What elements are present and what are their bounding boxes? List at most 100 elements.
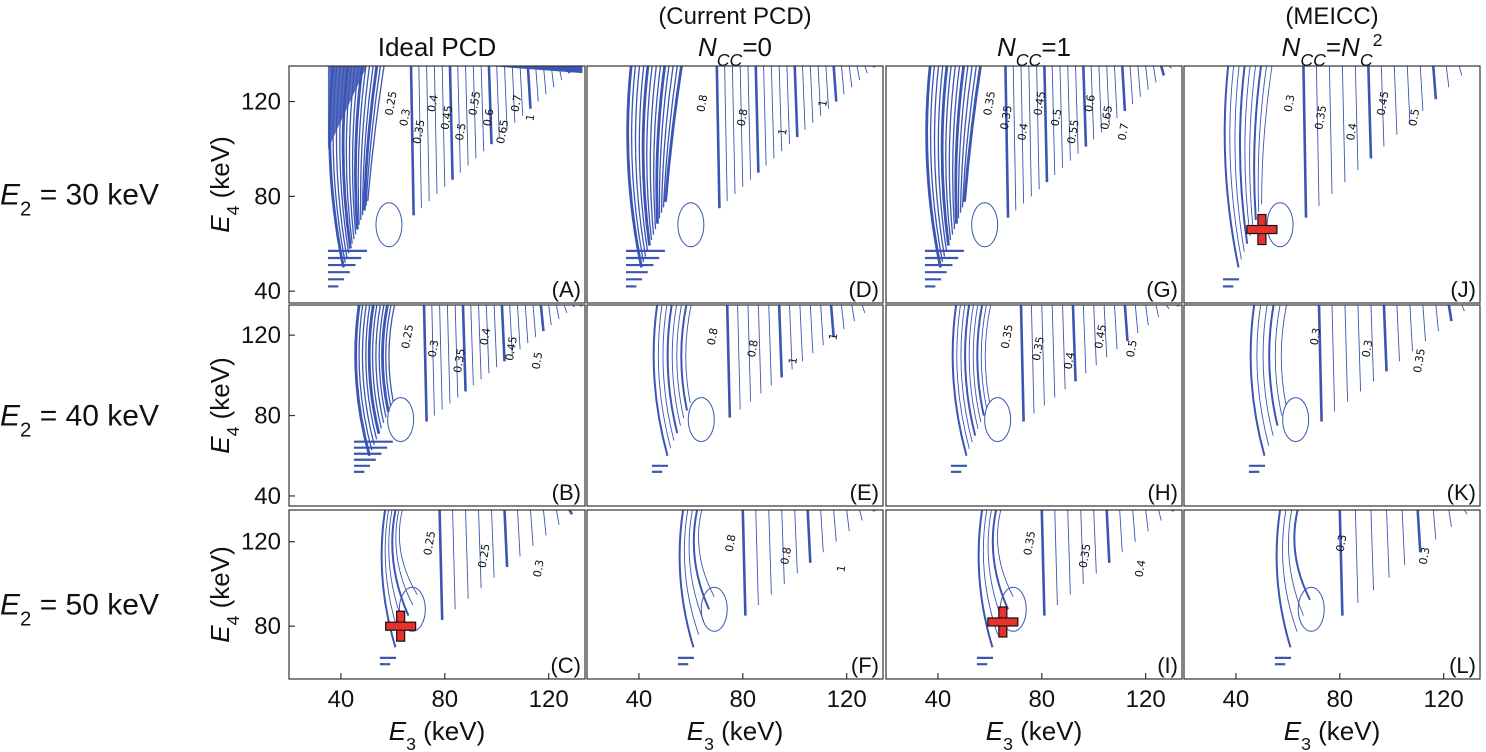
- contour-line: [1448, 510, 1452, 527]
- contour-line: [964, 305, 977, 436]
- x-tick-label: 80: [1028, 686, 1055, 713]
- contour-line: [339, 66, 350, 254]
- contour-line: [638, 66, 649, 252]
- contour-line: [680, 305, 688, 411]
- contour-line: [1080, 510, 1084, 584]
- contour-line: [676, 305, 685, 419]
- contour-label: 0.45: [503, 335, 520, 361]
- contour-loop: [687, 397, 715, 443]
- contour-label: 0.65: [494, 119, 511, 145]
- contour-line: [829, 305, 835, 338]
- contour-line: [1257, 66, 1267, 213]
- panel-G: 0.350.350.40.450.50.550.60.650.7(G): [885, 65, 1183, 304]
- contour-line: [1282, 510, 1298, 632]
- panel-F-plot: 0.8 0.8 1: [677, 510, 876, 666]
- y-tick-label: 120: [241, 529, 281, 556]
- contour-line: [1123, 305, 1129, 342]
- contour-line: [683, 510, 700, 635]
- contour-label: 0.25: [421, 530, 438, 556]
- contour-label: 0.6: [481, 108, 497, 127]
- contour-line: [1082, 66, 1088, 147]
- contour-line: [1082, 305, 1087, 374]
- contour-line: [395, 510, 414, 606]
- optimum-marker: [1246, 213, 1278, 246]
- contour-line: [503, 510, 509, 568]
- panel-letter: (D): [848, 277, 879, 302]
- contour-line: [747, 66, 752, 180]
- contour-line: [688, 510, 705, 623]
- contour-line: [1302, 66, 1308, 218]
- contour-line: [465, 510, 469, 599]
- panel-frame: [1183, 65, 1481, 304]
- contour-loop: [375, 202, 403, 248]
- contour-line: [1090, 66, 1095, 140]
- contour-line: [755, 510, 759, 606]
- contour-line: [1145, 66, 1149, 90]
- contour-line: [786, 66, 790, 145]
- contour-line: [380, 510, 397, 648]
- contour-line: [335, 66, 348, 259]
- contour-line: [739, 66, 744, 187]
- contour-line: [1020, 66, 1025, 204]
- panel-I-plot: 0.35 0.35 0.4: [976, 510, 1175, 666]
- contour-line: [1234, 66, 1245, 252]
- contour-line: [933, 66, 946, 257]
- contour-line: [997, 510, 1014, 597]
- contour-line: [833, 510, 837, 542]
- panel-frame: [288, 65, 586, 304]
- contour-line: [426, 66, 430, 202]
- contour-line: [945, 66, 952, 241]
- contour-line: [641, 66, 651, 246]
- contour-line: [1054, 510, 1058, 606]
- contour-line: [959, 66, 973, 213]
- contour-line: [1253, 66, 1263, 221]
- contour-line: [809, 66, 814, 123]
- contour-line: [1431, 66, 1438, 100]
- contour-line: [952, 66, 961, 230]
- contour-line: [1380, 66, 1385, 147]
- panel-frame: [885, 304, 1183, 507]
- contour-line: [500, 305, 506, 362]
- contour-line: [398, 510, 418, 595]
- contour-line: [662, 66, 678, 208]
- contour-line: [925, 66, 942, 268]
- column-header-top: (Current PCD): [658, 3, 811, 30]
- contour-line: [793, 66, 799, 138]
- panel-frame: [586, 509, 884, 680]
- contour-line: [378, 305, 387, 418]
- contour-label: 0.5: [1406, 108, 1422, 127]
- x-axis-label: E3 (keV): [1284, 716, 1381, 752]
- contour-line: [1396, 305, 1400, 362]
- contour-label: 0.45: [1092, 323, 1109, 349]
- contour-line: [1274, 305, 1283, 416]
- contour-line: [558, 66, 563, 81]
- contour-line: [1041, 305, 1045, 406]
- contour-label: 0.35: [1021, 530, 1038, 556]
- panel-frame: [288, 304, 586, 507]
- panel-D: 0.8 0.8 1 1 (D): [586, 65, 884, 304]
- contour-line: [381, 305, 390, 413]
- contour-line: [1354, 66, 1359, 171]
- contour-line: [1367, 66, 1373, 159]
- panel-E-plot: 0.8 0.8 1 1: [651, 305, 876, 473]
- contour-label: 0.8: [745, 339, 761, 358]
- contour-label: 0.35: [451, 347, 468, 373]
- contour-line: [806, 510, 812, 563]
- contour-line: [351, 66, 360, 235]
- contour-line: [1004, 66, 1010, 218]
- contour-line: [543, 66, 547, 95]
- contour-label: 0.5: [453, 122, 469, 141]
- x-axis-label: E3 (keV): [389, 716, 486, 752]
- contour-line: [1370, 510, 1374, 591]
- x-tick-label: 120: [1424, 686, 1464, 713]
- contour-line: [441, 66, 446, 187]
- y-axis-label: E4 (keV): [205, 546, 243, 643]
- contour-label: 0.3: [397, 108, 413, 127]
- contour-line: [778, 66, 783, 152]
- contour-line: [1134, 305, 1139, 334]
- contour-line: [1354, 510, 1359, 603]
- contour-line: [530, 510, 534, 546]
- contour-line: [820, 510, 824, 553]
- panel-letter: (J): [1450, 277, 1476, 302]
- contour-line: [963, 66, 982, 202]
